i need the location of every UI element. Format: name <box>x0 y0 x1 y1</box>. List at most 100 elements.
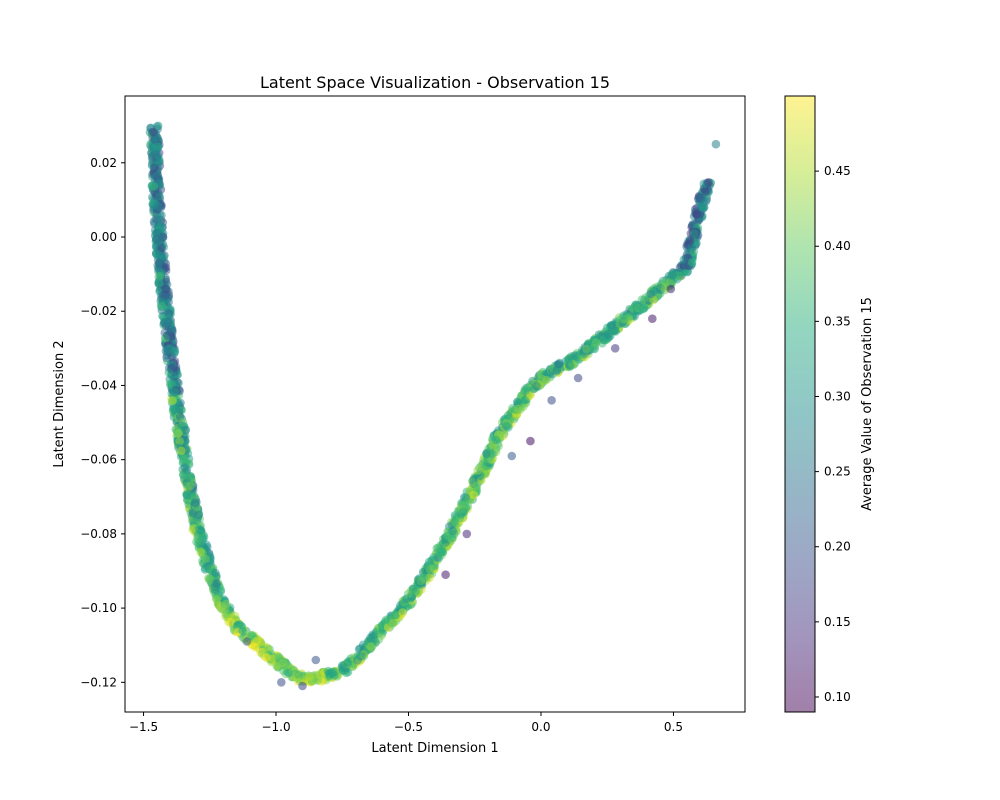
data-point <box>204 573 213 583</box>
data-point <box>173 427 182 437</box>
data-point <box>167 364 176 374</box>
data-point <box>170 347 179 357</box>
data-point <box>160 291 170 301</box>
data-point <box>624 312 634 321</box>
data-point <box>472 481 482 490</box>
data-point <box>564 354 574 364</box>
data-point <box>704 177 713 187</box>
data-point <box>487 456 496 465</box>
data-point <box>473 466 483 475</box>
colorbar-ticks: 0.10 0.15 0.20 0.25 0.30 0.35 0.40 0.45 <box>815 164 851 704</box>
colorbar-tick-label: 0.40 <box>824 239 851 253</box>
data-point <box>262 653 271 662</box>
data-point <box>150 163 159 172</box>
data-point <box>186 481 195 491</box>
data-point <box>162 331 172 340</box>
outlier-point <box>242 637 252 646</box>
outlier-point <box>547 396 556 405</box>
data-point <box>469 490 479 500</box>
outlier-point <box>441 570 450 579</box>
colorbar-label: Average Value of Observation 15 <box>860 297 875 511</box>
data-point <box>155 271 165 281</box>
data-point <box>167 396 177 406</box>
data-point <box>171 379 181 389</box>
data-point <box>211 582 220 591</box>
data-point <box>149 182 159 191</box>
y-tick-label: −0.12 <box>80 675 117 689</box>
data-point <box>437 546 446 556</box>
data-point <box>154 258 164 268</box>
data-point <box>425 565 435 574</box>
data-point <box>565 361 575 371</box>
data-point <box>182 490 191 500</box>
data-point <box>272 661 281 671</box>
data-point <box>398 608 407 617</box>
data-point <box>591 337 601 347</box>
colorbar-tick-label: 0.35 <box>824 314 851 328</box>
colorbar-tick-label: 0.45 <box>824 164 851 178</box>
y-tick-label: −0.08 <box>80 527 117 541</box>
data-point <box>610 326 620 335</box>
data-point <box>153 134 162 143</box>
data-point <box>513 404 523 414</box>
outlier-point <box>526 436 535 446</box>
y-tick-label: −0.10 <box>80 601 117 615</box>
y-tick-label: −0.04 <box>80 378 117 392</box>
data-point <box>153 202 163 211</box>
data-point <box>337 661 347 670</box>
outlier-point <box>648 314 657 324</box>
x-tick-label: 0.5 <box>664 720 683 734</box>
data-point <box>177 446 186 456</box>
y-tick-label: 0.02 <box>90 156 117 170</box>
data-point <box>175 437 184 446</box>
plot-frame <box>124 95 746 713</box>
colorbar-tick-label: 0.10 <box>824 690 851 704</box>
outlier-point <box>507 451 517 461</box>
y-axis: −0.12 −0.10 −0.08 −0.06 −0.04 −0.02 0.00 0.02 <box>80 156 125 689</box>
data-point <box>148 127 158 137</box>
data-point <box>391 610 400 620</box>
data-point <box>250 642 259 652</box>
outlier-point <box>462 529 472 539</box>
colorbar-tick-label: 0.25 <box>824 465 851 479</box>
x-axis-label: Latent Dimension 1 <box>371 741 498 756</box>
colorbar: 0.10 0.15 0.20 0.25 0.30 0.35 0.40 0.45 Average… <box>784 95 875 713</box>
data-point <box>196 547 205 557</box>
data-point <box>458 507 468 516</box>
data-point <box>403 589 413 599</box>
data-point <box>161 318 171 327</box>
data-point <box>157 251 166 261</box>
colorbar-gradient <box>785 96 815 712</box>
data-point <box>182 465 192 475</box>
data-point <box>195 524 204 534</box>
data-point <box>161 259 171 269</box>
data-point <box>238 626 247 636</box>
data-point <box>542 375 551 385</box>
outlier-point <box>610 344 620 353</box>
colorbar-tick-label: 0.30 <box>824 389 851 403</box>
data-point <box>532 381 541 391</box>
data-point <box>381 615 391 625</box>
data-point <box>520 395 530 405</box>
data-point <box>304 672 314 681</box>
data-point <box>154 142 163 151</box>
data-point <box>274 652 284 662</box>
outlier-point <box>181 425 191 435</box>
x-tick-label: −1.5 <box>129 720 158 734</box>
data-point <box>521 386 531 395</box>
data-point <box>191 498 200 508</box>
data-point <box>681 260 690 270</box>
data-point <box>689 229 699 238</box>
colorbar-tick-label: 0.20 <box>824 540 851 554</box>
data-point <box>448 526 457 536</box>
data-point <box>263 643 272 653</box>
data-point <box>668 271 677 280</box>
data-point <box>226 618 236 627</box>
outlier-point <box>298 681 307 691</box>
data-point <box>184 472 194 482</box>
data-point <box>482 449 492 459</box>
data-point <box>188 516 197 526</box>
data-point <box>675 267 685 277</box>
x-axis: −1.5 −1.0 −0.5 0.0 0.5 <box>129 712 683 734</box>
data-point <box>222 609 231 619</box>
